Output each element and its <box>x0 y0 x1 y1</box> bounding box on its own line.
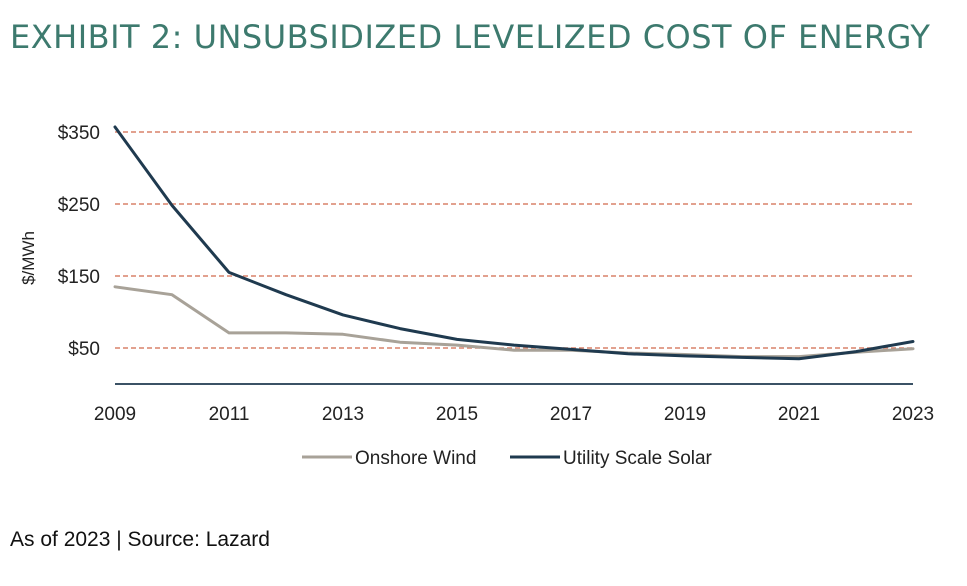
x-tick-label: 2009 <box>94 404 136 425</box>
x-tick-label: 2013 <box>322 404 364 425</box>
legend-label: Utility Scale Solar <box>563 448 713 469</box>
x-tick-label: 2011 <box>209 404 250 425</box>
legend-label: Onshore Wind <box>355 448 476 469</box>
x-tick-label: 2017 <box>550 404 592 425</box>
series-line-onshore-wind <box>113 285 915 359</box>
x-tick-labels: 2009 2011 2013 2015 2017 2019 2021 2023 <box>94 404 934 425</box>
y-tick-label: $50 <box>68 339 100 360</box>
x-tick-label: 2021 <box>778 404 820 425</box>
x-tick-label: 2023 <box>892 404 934 425</box>
series-line-utility-scale-solar <box>113 125 915 361</box>
chart-title: EXHIBIT 2: UNSUBSIDIZED LEVELIZED COST O… <box>10 18 931 56</box>
x-tick-label: 2015 <box>436 404 478 425</box>
y-tick-labels: $50 $150 $250 $350 <box>58 123 100 360</box>
source-footnote: As of 2023 | Source: Lazard <box>10 528 270 551</box>
gridlines <box>115 131 913 349</box>
legend: Onshore Wind Utility Scale Solar <box>302 448 713 469</box>
series-lines <box>113 125 915 361</box>
y-axis-label: $/MWh <box>19 231 38 285</box>
y-tick-label: $150 <box>58 267 100 288</box>
y-tick-label: $350 <box>58 123 100 144</box>
x-tick-label: 2019 <box>664 404 706 425</box>
y-tick-label: $250 <box>58 195 100 216</box>
